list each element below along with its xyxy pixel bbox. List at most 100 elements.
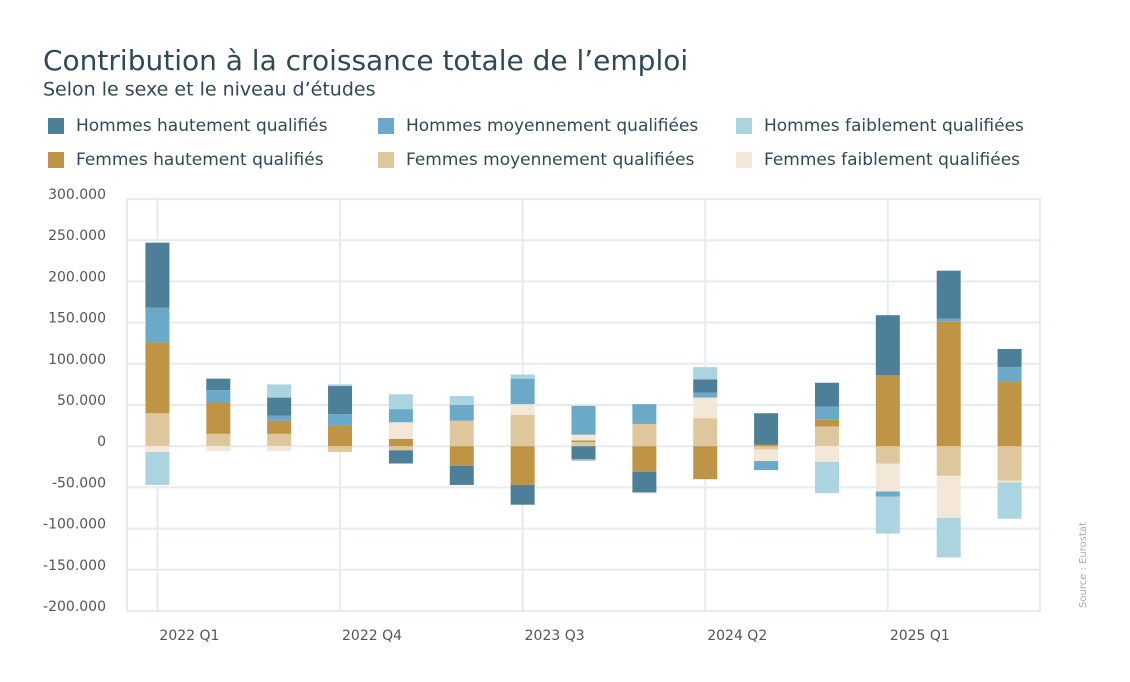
bar-segment [632,404,657,424]
bar-segment [328,384,353,387]
bar-segment [754,449,779,462]
bar-segment [997,367,1022,382]
y-tick-label: 100.000 [48,352,106,368]
x-tick-label: 2022 Q1 [159,628,219,644]
bar-segment [206,402,231,434]
bar-segment [693,392,718,398]
bar-segment [267,420,292,434]
legend-swatch [48,118,64,134]
y-tick-label: 250.000 [48,228,106,244]
bar-segment [267,415,292,421]
bar-segment [814,446,839,462]
bar-segment [632,446,657,472]
bar-segment [449,395,474,405]
bar-segment [388,394,413,410]
bar-segment [814,426,839,447]
bar-segment [754,446,779,450]
y-tick-label: -50.000 [52,475,106,491]
bar-segment [875,315,900,376]
bar-segment [997,446,1022,481]
bar-segment [571,440,596,443]
bar-segment [754,413,779,445]
bar-segment [328,414,353,426]
bar-segment [510,484,535,505]
bar-segment [936,475,961,518]
bar-segment [875,496,900,534]
bar-segment [388,446,413,451]
y-tick-label: -150.000 [43,558,106,574]
legend-swatch [378,118,394,134]
bar-segment [571,446,596,460]
bar-segment [936,517,961,558]
bar-segment [814,406,839,420]
bar-segment [997,348,1022,368]
bar-segment [388,438,413,447]
legend-swatch [48,152,64,168]
bar-segment [510,378,535,405]
bar-segment [145,451,170,485]
bar-segment [693,379,718,393]
bar-segment [632,423,657,447]
bar-segment [328,425,353,447]
bar-segment [693,446,718,480]
legend-swatch [736,118,752,134]
bar-segment [997,381,1022,447]
bar-segment [388,422,413,439]
bar-segment [145,446,170,452]
chart-title: Contribution à la croissance totale de l… [43,44,688,77]
bar-segment [328,386,353,415]
bar-segment [206,378,231,391]
bar-segment [510,404,535,415]
bar-segment [997,482,1022,519]
y-tick-label: 0 [97,434,106,450]
x-tick-label: 2024 Q2 [707,628,767,644]
bar-segment [936,318,961,322]
bar-segment [449,405,474,421]
y-tick-label: 150.000 [48,311,106,327]
bar-segment [875,491,900,497]
bar-segment [814,461,839,494]
bar-segment [936,446,961,476]
bar-segment [206,433,231,447]
bar-segment [145,342,170,414]
bar-segment [510,414,535,447]
bar-segment [936,270,961,319]
legend-label: Femmes hautement qualifiés [76,150,324,170]
bar-segment [328,446,353,452]
bar-segment [571,434,596,441]
legend-label: Hommes faiblement qualifiées [764,116,1024,136]
bar-segment [754,461,779,471]
bar-segment [814,382,839,407]
bar-segment [571,442,596,447]
bar-segment [510,374,535,379]
y-tick-label: -200.000 [43,599,106,615]
bar-segment [267,433,292,447]
bar-segment [388,409,413,423]
bar-segment [267,384,292,398]
bar-segment [388,450,413,464]
legend-label: Hommes hautement qualifiés [76,116,328,136]
x-tick-label: 2022 Q4 [342,628,402,644]
bar-segment [693,367,718,380]
bar-segment [449,465,474,485]
legend-swatch [736,152,752,168]
bar-segment [875,375,900,447]
y-tick-label: 200.000 [48,269,106,285]
bar-segment [206,446,231,452]
legend-label: Hommes moyennement qualifiées [406,116,698,136]
bar-segment [571,459,596,462]
bar-segment [754,444,779,447]
bar-segment [997,480,1022,483]
bar-segment [267,446,292,452]
x-tick-label: 2023 Q3 [525,628,585,644]
chart-subtitle: Selon le sexe et le niveau d’études [43,79,375,101]
bar-segment [693,397,718,419]
bar-segment [145,242,170,308]
bar-segment [449,446,474,466]
y-tick-label: -100.000 [43,517,106,533]
bar-segment [693,418,718,447]
bar-segment [145,307,170,343]
legend-swatch [378,152,394,168]
source: Source : Eurostat [1078,522,1089,608]
